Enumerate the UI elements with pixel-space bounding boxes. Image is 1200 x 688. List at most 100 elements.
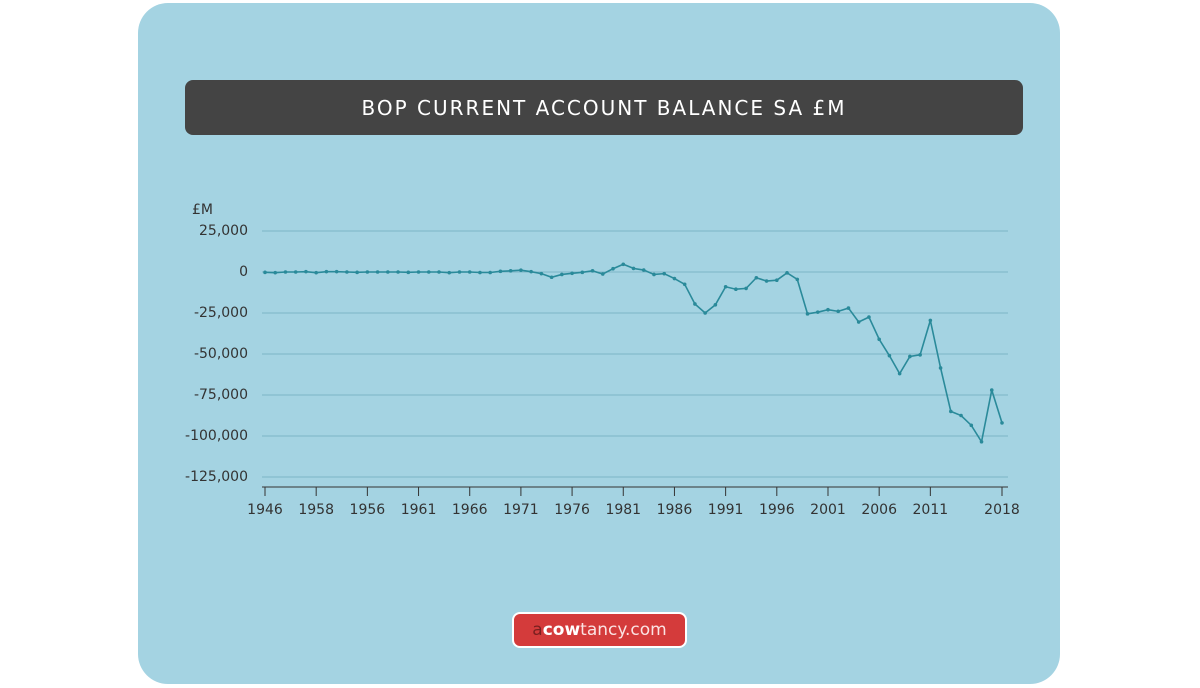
point bbox=[457, 270, 462, 274]
point bbox=[600, 272, 605, 276]
point bbox=[345, 270, 349, 274]
point bbox=[355, 270, 359, 275]
point bbox=[805, 312, 810, 316]
y-tick-label: -125,000 bbox=[185, 469, 248, 485]
point bbox=[775, 278, 779, 283]
x-tick-label: 1961 bbox=[401, 502, 437, 518]
point bbox=[918, 353, 922, 357]
point bbox=[508, 269, 513, 273]
x-tick-label: 1958 bbox=[298, 502, 334, 518]
point bbox=[887, 353, 892, 358]
point bbox=[856, 320, 861, 324]
point bbox=[621, 262, 626, 267]
point bbox=[754, 275, 759, 280]
point bbox=[580, 270, 585, 275]
x-tick-label: 1976 bbox=[554, 502, 590, 518]
point bbox=[815, 310, 820, 314]
point bbox=[908, 354, 912, 359]
point bbox=[263, 270, 267, 275]
x-tick-label: 1996 bbox=[759, 502, 795, 518]
point bbox=[304, 269, 308, 274]
point bbox=[826, 307, 830, 312]
point bbox=[447, 270, 452, 275]
x-tick-label: 2001 bbox=[810, 502, 846, 518]
line bbox=[264, 263, 1003, 444]
point bbox=[672, 276, 677, 281]
point bbox=[959, 413, 963, 418]
point bbox=[949, 409, 953, 414]
point bbox=[989, 388, 994, 392]
x-tick-label: 1991 bbox=[708, 502, 744, 518]
point bbox=[365, 270, 370, 274]
chart-title: BOP CURRENT ACCOUNT BALANCE SA £M bbox=[361, 95, 847, 120]
point bbox=[273, 270, 278, 275]
point bbox=[641, 268, 646, 272]
point bbox=[836, 309, 841, 314]
point bbox=[529, 269, 533, 274]
point bbox=[426, 270, 431, 274]
point bbox=[478, 270, 482, 275]
point bbox=[1000, 421, 1004, 425]
point bbox=[539, 271, 544, 276]
point bbox=[314, 270, 318, 275]
point bbox=[631, 266, 636, 271]
point bbox=[928, 318, 933, 323]
point bbox=[467, 270, 472, 274]
point bbox=[785, 271, 789, 275]
point bbox=[938, 366, 943, 370]
y-tick-label: -50,000 bbox=[194, 346, 248, 362]
point bbox=[723, 284, 728, 289]
logo-text: cow bbox=[542, 620, 581, 640]
point bbox=[498, 269, 503, 274]
point bbox=[867, 315, 871, 319]
x-tick-label: 2006 bbox=[861, 502, 897, 518]
point bbox=[334, 269, 339, 274]
point bbox=[877, 337, 881, 342]
y-tick-label: 25,000 bbox=[199, 223, 248, 239]
point bbox=[570, 271, 574, 276]
x-tick-label: 1956 bbox=[350, 502, 386, 518]
point bbox=[764, 279, 769, 283]
point bbox=[375, 270, 380, 274]
point bbox=[549, 275, 554, 280]
point bbox=[416, 270, 421, 274]
x-tick-label: 1966 bbox=[452, 502, 488, 518]
x-tick-label: 1971 bbox=[503, 502, 539, 518]
point bbox=[734, 287, 738, 292]
point bbox=[560, 272, 564, 277]
point bbox=[519, 268, 523, 272]
y-tick-label: 0 bbox=[239, 264, 248, 280]
point bbox=[897, 371, 902, 376]
point bbox=[969, 423, 974, 428]
point bbox=[846, 306, 851, 310]
x-tick-label: 2011 bbox=[913, 502, 949, 518]
point bbox=[693, 302, 697, 306]
point bbox=[590, 269, 595, 273]
title-bar: BOP CURRENT ACCOUNT BALANCE SA £M bbox=[185, 80, 1023, 135]
logo-text: tancy.com bbox=[580, 620, 667, 640]
point bbox=[437, 270, 441, 274]
point bbox=[406, 270, 411, 275]
y-axis-label: £M bbox=[192, 202, 213, 218]
point bbox=[611, 266, 615, 271]
point bbox=[703, 311, 707, 315]
point bbox=[662, 271, 667, 276]
point bbox=[488, 270, 492, 275]
logo[interactable]: a cow tancy.com bbox=[512, 612, 687, 648]
point bbox=[979, 439, 984, 444]
logo-text: a bbox=[532, 620, 543, 640]
point bbox=[324, 269, 329, 274]
point bbox=[795, 277, 800, 282]
point bbox=[682, 282, 687, 287]
x-tick-label: 2018 bbox=[984, 502, 1020, 518]
y-tick-label: -25,000 bbox=[194, 305, 248, 321]
y-tick-label: -100,000 bbox=[185, 428, 248, 444]
x-tick-label: 1946 bbox=[247, 502, 283, 518]
point bbox=[283, 270, 288, 274]
point bbox=[293, 270, 298, 274]
point bbox=[396, 270, 400, 274]
y-tick-label: -75,000 bbox=[194, 387, 248, 403]
point bbox=[713, 303, 718, 307]
